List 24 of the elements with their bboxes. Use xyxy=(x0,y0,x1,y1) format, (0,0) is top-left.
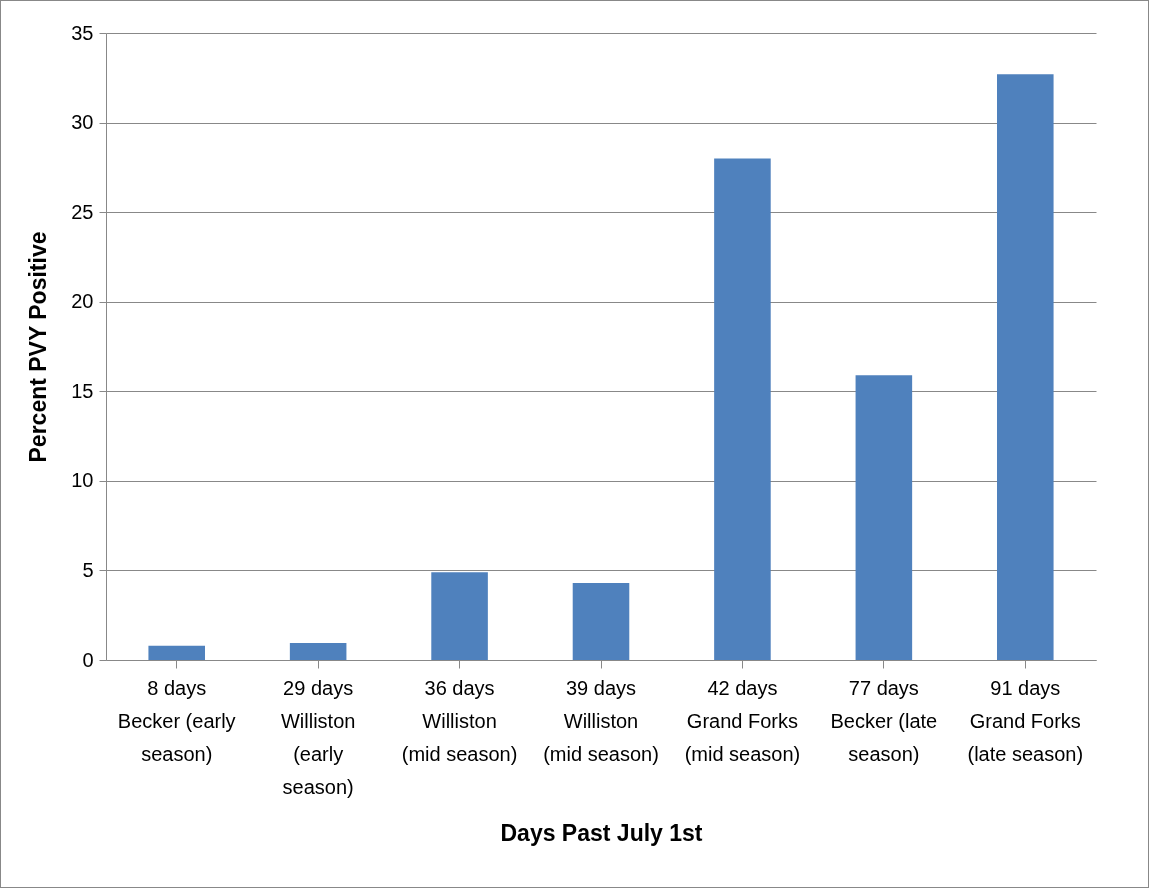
y-tick-label: 5 xyxy=(82,558,94,581)
y-tick-label: 35 xyxy=(71,21,94,44)
x-axis-title: Days Past July 1st xyxy=(500,819,703,846)
x-tick-label: 8 days Becker (early season) xyxy=(117,676,236,765)
y-tick-label: 25 xyxy=(71,200,94,223)
bar xyxy=(572,582,630,660)
bar xyxy=(714,158,771,660)
y-tick-label: 15 xyxy=(71,379,94,402)
x-tick-label: 77 days Becker (late season) xyxy=(830,676,938,765)
bar xyxy=(997,74,1054,660)
y-axis-title: Percent PVY Positive xyxy=(25,231,52,463)
bar xyxy=(148,645,205,660)
y-tick-label: 10 xyxy=(71,469,94,492)
x-tick-label: 42 days Grand Forks (mid season) xyxy=(684,676,801,765)
bar xyxy=(855,375,913,660)
x-tick-label: 91 days Grand Forks (late season) xyxy=(967,676,1084,765)
bar xyxy=(431,572,488,660)
x-tick-label: 39 days Williston (mid season) xyxy=(543,676,659,765)
x-tick-label: 36 days Williston (mid season) xyxy=(401,676,518,765)
y-tick-label: 20 xyxy=(71,290,94,313)
bar xyxy=(289,642,347,660)
y-tick-label: 0 xyxy=(82,648,94,671)
y-tick-label: 30 xyxy=(71,111,94,134)
x-tick-label: 29 days Williston (early season) xyxy=(280,676,356,798)
